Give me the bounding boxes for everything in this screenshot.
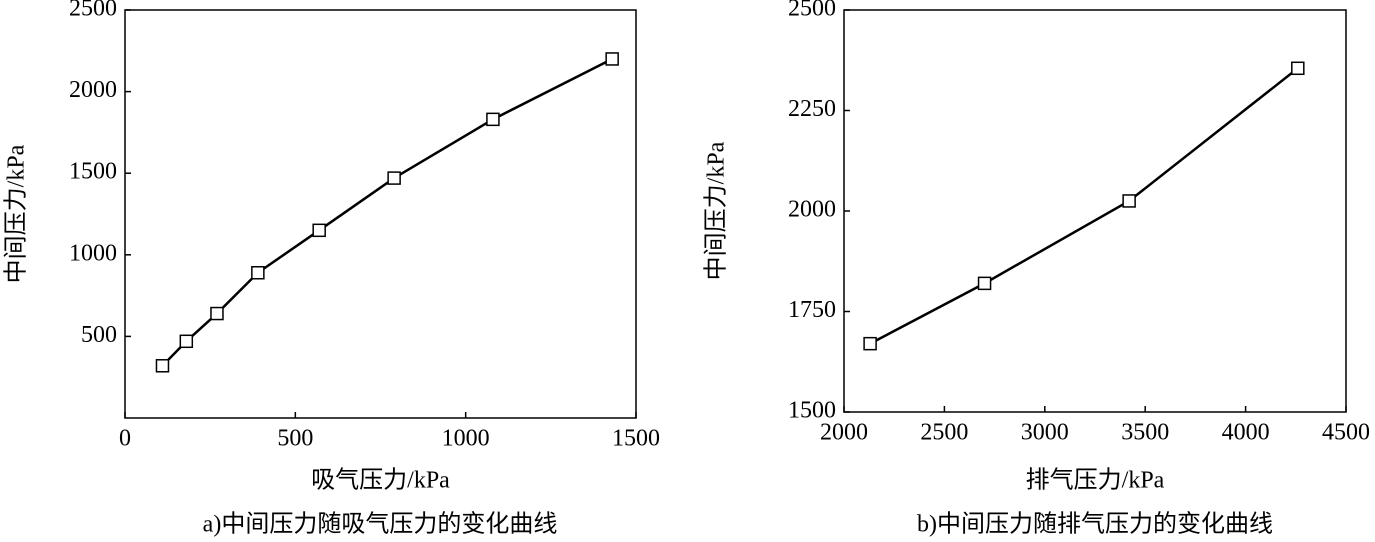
marker [387, 171, 401, 185]
x-tick-label: 1500 [612, 426, 660, 452]
x-tick-label: 4500 [1322, 420, 1370, 446]
marker [1291, 61, 1305, 76]
x-tick-label: 2500 [920, 420, 968, 446]
caption: b)中间压力随排气压力的变化曲线 [917, 511, 1273, 538]
x-axis-label: 吸气压力/kPa [311, 467, 450, 494]
plot-frame [124, 9, 637, 419]
y-tick-label: 2500 [69, 0, 117, 22]
x-tick-label: 3500 [1121, 420, 1169, 446]
y-axis-label: 中间压力/kPa [703, 141, 730, 280]
y-tick-label: 1000 [69, 240, 117, 266]
caption: a)中间压力随吸气压力的变化曲线 [203, 511, 558, 538]
x-tick-label: 500 [277, 426, 313, 452]
plot-frame [843, 9, 1347, 413]
y-tick-label: 1500 [69, 159, 117, 185]
series-line [161, 57, 613, 367]
marker [977, 276, 992, 291]
y-axis-label: 中间压力/kPa [3, 144, 30, 283]
x-tick-label: 0 [119, 426, 131, 452]
marker [605, 52, 619, 66]
y-tick-label: 2500 [788, 0, 836, 22]
x-tick-label: 2000 [820, 420, 868, 446]
y-tick-label: 1500 [788, 398, 836, 424]
marker [251, 266, 265, 280]
x-axis-label: 排气压力/kPa [1026, 467, 1165, 494]
y-tick-label: 2250 [788, 96, 836, 122]
y-tick-label: 2000 [788, 197, 836, 223]
marker [179, 334, 194, 349]
x-tick-label: 3000 [1021, 420, 1069, 446]
y-tick-label: 500 [81, 322, 117, 348]
marker [486, 112, 500, 127]
y-tick-label: 2000 [69, 77, 117, 103]
marker [312, 223, 326, 238]
marker [1122, 194, 1136, 208]
marker [155, 359, 170, 373]
marker [863, 336, 877, 351]
marker [210, 306, 224, 321]
series-line [869, 67, 1299, 345]
y-tick-label: 1750 [788, 297, 836, 323]
x-tick-label: 4000 [1222, 420, 1270, 446]
x-tick-label: 1000 [442, 426, 490, 452]
